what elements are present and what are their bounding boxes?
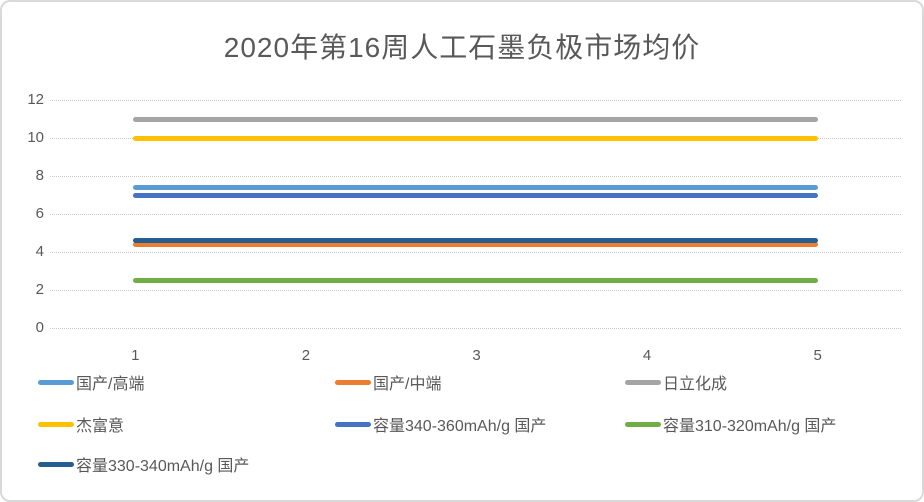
gridline-y-8 (50, 176, 901, 177)
legend-label: 杰富意 (76, 418, 125, 435)
gridline-y-2 (50, 290, 901, 291)
y-axis-tick-label: 4 (35, 243, 44, 260)
y-axis-tick-label: 2 (35, 281, 44, 298)
legend-item-3[interactable]: 日立化成 (625, 373, 728, 393)
series-line-1[interactable] (133, 184, 818, 190)
legend-label: 容量340-360mAh/g 国产 (373, 418, 547, 435)
legend-item-5[interactable]: 容量340-360mAh/g 国产 (335, 415, 547, 435)
legend-label: 日立化成 (663, 376, 728, 393)
series-line-5[interactable] (133, 192, 818, 198)
x-axis-tick-label: 2 (301, 347, 311, 364)
x-axis-tick-label: 1 (131, 347, 140, 364)
gridline-y-0 (50, 328, 901, 329)
legend-item-4[interactable]: 杰富意 (38, 415, 125, 435)
chart-title: 2020年第16周人工石墨负极市场均价 (223, 32, 701, 63)
legend-swatch-icon (38, 461, 74, 467)
y-axis-tick-label: 8 (35, 167, 44, 184)
y-axis-tick-label: 10 (27, 129, 44, 146)
gridline-y-6 (50, 214, 901, 215)
legend-item-2[interactable]: 国产/中端 (335, 373, 442, 393)
legend-item-1[interactable]: 国产/高端 (38, 373, 145, 393)
legend-swatch-icon (335, 421, 371, 427)
series-line-7[interactable] (133, 238, 818, 244)
legend-label: 容量330-340mAh/g 国产 (76, 458, 250, 475)
series-line-3[interactable] (133, 116, 818, 122)
gridline-y-12 (50, 100, 901, 101)
legend-swatch-icon (38, 379, 74, 385)
x-axis-tick-label: 3 (472, 347, 481, 364)
legend-swatch-icon (335, 379, 371, 385)
y-axis-tick-label: 0 (35, 319, 44, 336)
legend-swatch-icon (625, 421, 661, 427)
y-axis-tick-label: 12 (27, 91, 44, 108)
legend-item-7[interactable]: 容量330-340mAh/g 国产 (38, 455, 250, 475)
series-line-6[interactable] (133, 278, 818, 283)
legend-swatch-icon (38, 421, 74, 427)
x-axis-tick-label: 5 (813, 347, 822, 364)
y-axis-tick-label: 6 (35, 205, 44, 222)
gridline-y-4 (50, 252, 901, 253)
legend-item-6[interactable]: 容量310-320mAh/g 国产 (625, 415, 837, 435)
series-line-4[interactable] (133, 135, 818, 141)
legend-swatch-icon (625, 379, 661, 385)
series-line-2[interactable] (133, 241, 818, 247)
legend-label: 国产/高端 (76, 376, 145, 393)
x-axis-tick-label: 4 (642, 347, 652, 364)
legend-label: 容量310-320mAh/g 国产 (663, 418, 837, 435)
legend-label: 国产/中端 (373, 376, 442, 393)
